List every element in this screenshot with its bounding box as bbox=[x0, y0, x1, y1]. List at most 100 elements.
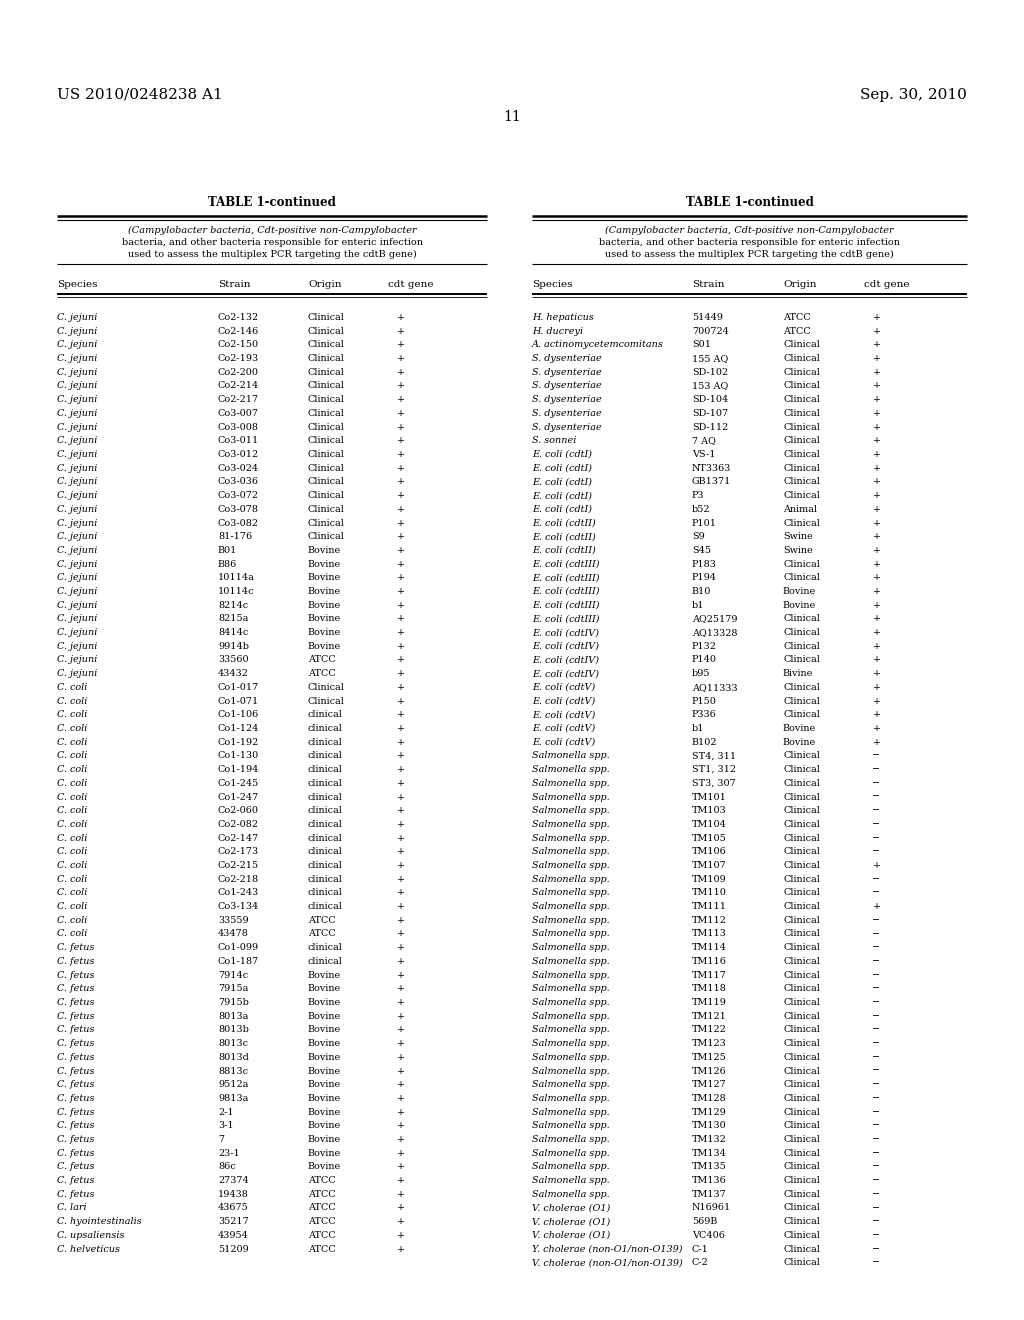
Text: Clinical: Clinical bbox=[783, 478, 820, 486]
Text: Co2-082: Co2-082 bbox=[218, 820, 259, 829]
Text: +: + bbox=[396, 1053, 404, 1061]
Text: −: − bbox=[872, 944, 880, 952]
Text: +: + bbox=[872, 546, 880, 554]
Text: +: + bbox=[872, 601, 880, 610]
Text: 8013c: 8013c bbox=[218, 1039, 248, 1048]
Text: +: + bbox=[396, 587, 404, 597]
Text: −: − bbox=[872, 888, 880, 898]
Text: Clinical: Clinical bbox=[783, 1204, 820, 1213]
Text: Clinical: Clinical bbox=[783, 1135, 820, 1144]
Text: −: − bbox=[872, 998, 880, 1007]
Text: E. coli (cdtIII): E. coli (cdtIII) bbox=[532, 587, 599, 597]
Text: 7 AQ: 7 AQ bbox=[692, 437, 716, 445]
Text: Clinical: Clinical bbox=[783, 628, 820, 638]
Text: 8013a: 8013a bbox=[218, 1011, 249, 1020]
Text: C. coli: C. coli bbox=[57, 807, 87, 816]
Text: Clinical: Clinical bbox=[308, 422, 345, 432]
Text: Salmonella spp.: Salmonella spp. bbox=[532, 998, 609, 1007]
Text: Co2-150: Co2-150 bbox=[218, 341, 259, 350]
Text: (Campylobacter bacteria, Cdt-positive non-Campylobacter: (Campylobacter bacteria, Cdt-positive no… bbox=[605, 226, 894, 235]
Text: P132: P132 bbox=[692, 642, 717, 651]
Text: +: + bbox=[396, 354, 404, 363]
Text: TABLE 1-continued: TABLE 1-continued bbox=[208, 195, 336, 209]
Text: TM101: TM101 bbox=[692, 792, 727, 801]
Text: −: − bbox=[872, 1217, 880, 1226]
Text: −: − bbox=[872, 916, 880, 925]
Text: Clinical: Clinical bbox=[308, 532, 345, 541]
Text: 81-176: 81-176 bbox=[218, 532, 252, 541]
Text: E. coli (cdtIV): E. coli (cdtIV) bbox=[532, 628, 599, 638]
Text: clinical: clinical bbox=[308, 723, 343, 733]
Text: −: − bbox=[872, 970, 880, 979]
Text: +: + bbox=[396, 957, 404, 966]
Text: C. fetus: C. fetus bbox=[57, 1148, 94, 1158]
Text: +: + bbox=[396, 998, 404, 1007]
Text: Clinical: Clinical bbox=[783, 861, 820, 870]
Text: SD-102: SD-102 bbox=[692, 368, 728, 376]
Text: −: − bbox=[872, 1121, 880, 1130]
Text: +: + bbox=[872, 723, 880, 733]
Text: −: − bbox=[872, 1026, 880, 1035]
Text: +: + bbox=[396, 1245, 404, 1254]
Text: clinical: clinical bbox=[308, 738, 343, 747]
Text: S. dysenteriae: S. dysenteriae bbox=[532, 395, 602, 404]
Text: C. coli: C. coli bbox=[57, 766, 87, 774]
Text: −: − bbox=[872, 1163, 880, 1171]
Text: AQ11333: AQ11333 bbox=[692, 682, 737, 692]
Text: +: + bbox=[396, 1039, 404, 1048]
Text: S45: S45 bbox=[692, 546, 711, 554]
Text: Co1-017: Co1-017 bbox=[218, 682, 259, 692]
Text: +: + bbox=[396, 313, 404, 322]
Text: +: + bbox=[872, 341, 880, 350]
Text: C. coli: C. coli bbox=[57, 738, 87, 747]
Text: Bovine: Bovine bbox=[783, 601, 816, 610]
Text: ATCC: ATCC bbox=[308, 1232, 336, 1239]
Text: 86c: 86c bbox=[218, 1163, 236, 1171]
Text: clinical: clinical bbox=[308, 766, 343, 774]
Text: +: + bbox=[396, 738, 404, 747]
Text: Salmonella spp.: Salmonella spp. bbox=[532, 1189, 609, 1199]
Text: E. coli (cdtI): E. coli (cdtI) bbox=[532, 463, 592, 473]
Text: P194: P194 bbox=[692, 573, 717, 582]
Text: C. coli: C. coli bbox=[57, 710, 87, 719]
Text: C. jejuni: C. jejuni bbox=[57, 478, 97, 486]
Text: Salmonella spp.: Salmonella spp. bbox=[532, 847, 609, 857]
Text: Bovine: Bovine bbox=[308, 587, 341, 597]
Text: TM127: TM127 bbox=[692, 1080, 727, 1089]
Text: Co1-130: Co1-130 bbox=[218, 751, 259, 760]
Text: clinical: clinical bbox=[308, 875, 343, 883]
Text: E. coli (cdtV): E. coli (cdtV) bbox=[532, 723, 595, 733]
Text: +: + bbox=[396, 656, 404, 664]
Text: 33559: 33559 bbox=[218, 916, 249, 925]
Text: Bovine: Bovine bbox=[308, 1148, 341, 1158]
Text: C. jejuni: C. jejuni bbox=[57, 614, 97, 623]
Text: C. coli: C. coli bbox=[57, 682, 87, 692]
Text: TM136: TM136 bbox=[692, 1176, 727, 1185]
Text: +: + bbox=[872, 422, 880, 432]
Text: Clinical: Clinical bbox=[783, 751, 820, 760]
Text: Origin: Origin bbox=[783, 280, 816, 289]
Text: C. coli: C. coli bbox=[57, 779, 87, 788]
Text: TM105: TM105 bbox=[692, 834, 727, 842]
Text: −: − bbox=[872, 1107, 880, 1117]
Text: Clinical: Clinical bbox=[783, 573, 820, 582]
Text: C-2: C-2 bbox=[692, 1258, 709, 1267]
Text: Salmonella spp.: Salmonella spp. bbox=[532, 751, 609, 760]
Text: C. jejuni: C. jejuni bbox=[57, 642, 97, 651]
Text: C. jejuni: C. jejuni bbox=[57, 354, 97, 363]
Text: C. fetus: C. fetus bbox=[57, 1053, 94, 1061]
Text: clinical: clinical bbox=[308, 847, 343, 857]
Text: +: + bbox=[396, 1107, 404, 1117]
Text: 11: 11 bbox=[503, 110, 521, 124]
Text: Clinical: Clinical bbox=[783, 985, 820, 993]
Text: Species: Species bbox=[57, 280, 97, 289]
Text: Clinical: Clinical bbox=[783, 341, 820, 350]
Text: C. fetus: C. fetus bbox=[57, 1163, 94, 1171]
Text: +: + bbox=[396, 409, 404, 418]
Text: Salmonella spp.: Salmonella spp. bbox=[532, 916, 609, 925]
Text: Clinical: Clinical bbox=[308, 463, 345, 473]
Text: Clinical: Clinical bbox=[308, 409, 345, 418]
Text: +: + bbox=[872, 682, 880, 692]
Text: Clinical: Clinical bbox=[783, 463, 820, 473]
Text: 23-1: 23-1 bbox=[218, 1148, 240, 1158]
